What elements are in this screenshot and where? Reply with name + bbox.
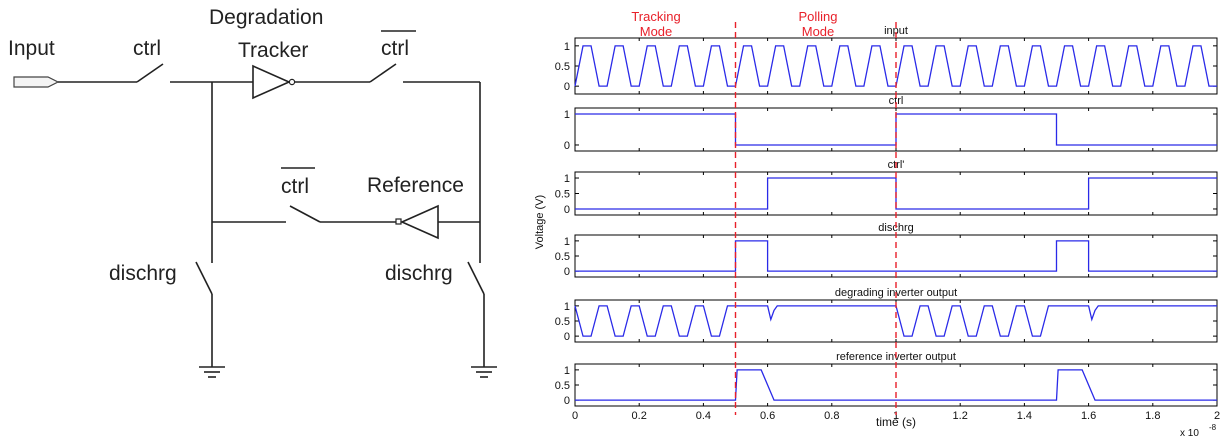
ctrl-bar-top-label: ctrl [381, 37, 409, 60]
series-line [575, 113, 1217, 146]
x-exponent-power: -8 [1209, 423, 1217, 432]
mode-boundary-lines [734, 22, 897, 415]
panel-title: ctrl [889, 95, 904, 107]
dischrg-right-label: dischrg [385, 262, 453, 285]
tracking-mode-label-line1: Tracking [631, 9, 680, 24]
tracking-mode-label-line2: Mode [640, 24, 673, 39]
y-axis-label: Voltage (V) [534, 195, 546, 249]
ctrl-bar-mid-switch-icon [289, 205, 321, 223]
y-tick-label: 0 [564, 204, 570, 216]
x-tick-label: 1.6 [1081, 410, 1096, 422]
x-exponent: x 10 [1180, 428, 1199, 439]
x-tick-label: 1 [893, 410, 899, 422]
input-label: Input [8, 37, 55, 60]
ground-right-icon [471, 366, 497, 378]
dischrg-left-label: dischrg [109, 262, 177, 285]
y-tick-label: 1 [564, 173, 570, 185]
tracker-label-line2: Tracker [238, 39, 308, 62]
ground-left-icon [199, 366, 225, 378]
x-axis-label: time (s) [876, 415, 916, 429]
x-tick-label: 0.6 [760, 410, 775, 422]
plot-panels: input10.50ctrl10ctrl'10.50dischrg10.50de… [555, 25, 1218, 407]
polling-mode-label-line1: Polling [798, 9, 837, 24]
x-tick-label: 1.2 [953, 410, 968, 422]
y-tick-label: 0.5 [555, 189, 570, 201]
y-tick-label: 1 [564, 41, 570, 53]
y-tick-label: 1 [564, 109, 570, 121]
dischrg-left-switch-icon [195, 261, 213, 295]
y-tick-label: 1 [564, 236, 570, 248]
x-tick-label: 0 [572, 410, 578, 422]
dischrg-right-switch-icon [467, 261, 485, 295]
x-tick-label: 1.4 [1017, 410, 1032, 422]
plot-panel: ctrl'10.50 [555, 159, 1218, 216]
y-tick-label: 0.5 [555, 316, 570, 328]
ctrl-bar-mid-label: ctrl [281, 175, 309, 198]
series-line [574, 305, 1217, 337]
reference-inverter-icon [395, 204, 439, 240]
x-axis-ticks: 0 0.2 0.4 0.6 0.8 1 1.2 1.4 1.6 1.8 2 [572, 410, 1220, 422]
y-tick-label: 0 [564, 331, 570, 343]
circuit-schematic: Input ctrl Degradation Tracker ctrl ctrl… [8, 6, 497, 378]
y-tick-label: 0.5 [555, 251, 570, 263]
panel-title: input [884, 25, 908, 37]
y-tick-label: 0 [564, 140, 570, 152]
tracker-inverter-icon [252, 64, 296, 100]
ctrl-label: ctrl [133, 37, 161, 60]
x-tick-label: 0.4 [696, 410, 711, 422]
ctrl-bar-top-switch-icon [369, 63, 397, 83]
ctrl-switch-icon [136, 63, 164, 83]
y-tick-label: 0 [564, 81, 570, 93]
y-tick-label: 0.5 [555, 61, 570, 73]
series-line [575, 369, 1217, 401]
tracker-label-line1: Degradation [209, 6, 323, 29]
y-tick-label: 1 [564, 301, 570, 313]
x-tick-label: 0.2 [632, 410, 647, 422]
y-tick-label: 0 [564, 395, 570, 407]
x-tick-label: 1.8 [1145, 410, 1160, 422]
x-tick-label: 2 [1214, 410, 1220, 422]
y-tick-label: 0.5 [555, 380, 570, 392]
y-tick-label: 0 [564, 266, 570, 278]
x-tick-label: 0.8 [824, 410, 839, 422]
input-pin-icon [13, 76, 60, 88]
reference-label: Reference [367, 174, 464, 197]
waveform-plots: Tracking Mode Polling Mode Voltage (V) i… [534, 9, 1220, 439]
y-tick-label: 1 [564, 365, 570, 377]
polling-mode-label-line2: Mode [802, 24, 835, 39]
plot-panel: ctrl 1 0 [564, 95, 1218, 152]
